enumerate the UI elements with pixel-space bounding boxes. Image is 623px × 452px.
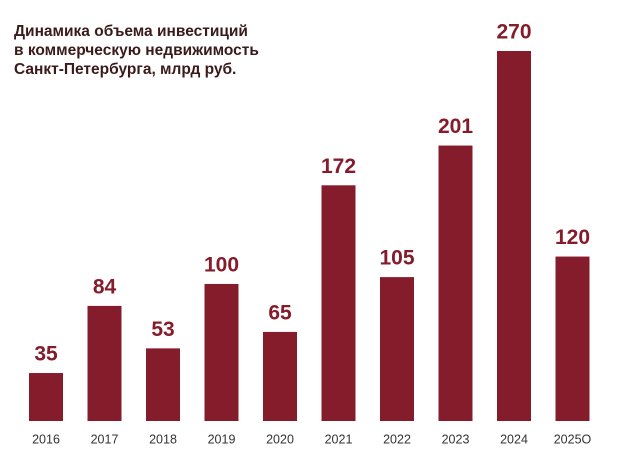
x-tick-label: 2016	[32, 432, 60, 446]
bar	[263, 331, 297, 421]
value-label: 172	[321, 155, 356, 178]
value-label: 120	[555, 226, 590, 249]
value-label: 65	[268, 301, 292, 324]
bar	[438, 145, 473, 422]
x-tick-label: 2020	[266, 432, 294, 446]
x-tick-label: 2025O	[554, 432, 592, 446]
bar	[146, 348, 180, 421]
bar	[321, 185, 356, 421]
value-label: 201	[438, 115, 473, 138]
x-tick-label: 2024	[500, 432, 528, 446]
value-label: 53	[151, 318, 174, 341]
bar	[29, 373, 63, 421]
x-tick-label: 2021	[325, 432, 353, 446]
value-label: 84	[93, 275, 117, 298]
bar	[497, 51, 531, 421]
bar	[87, 305, 122, 421]
x-tick-label: 2019	[208, 432, 236, 446]
bar	[555, 256, 590, 421]
value-label: 270	[496, 21, 531, 44]
chart-title-line: в коммерческую недвижимость	[14, 42, 259, 59]
value-label: 35	[34, 343, 58, 366]
chart-title-line: Санкт-Петербурга, млрд руб.	[14, 61, 236, 78]
bar	[204, 283, 239, 421]
x-tick-label: 2023	[442, 432, 470, 446]
x-tick-label: 2018	[149, 432, 177, 446]
x-tick-label: 2022	[383, 432, 411, 446]
value-label: 100	[204, 254, 239, 277]
bar	[380, 277, 414, 421]
chart-title-line: Динамика объема инвестиций	[14, 23, 248, 40]
value-label: 105	[379, 247, 414, 270]
x-tick-label: 2017	[91, 432, 119, 446]
